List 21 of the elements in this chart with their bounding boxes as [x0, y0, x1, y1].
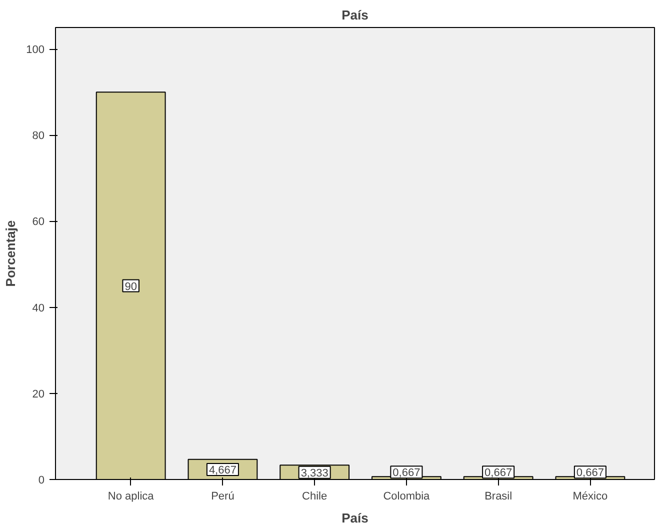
data-label: 4,667 — [208, 464, 236, 476]
data-label: 0,667 — [484, 467, 512, 480]
data-label: 0,667 — [576, 467, 604, 480]
y-tick-label: 0 — [38, 474, 45, 486]
y-tick-label: 80 — [32, 130, 45, 142]
y-tick-label: 40 — [32, 302, 45, 314]
y-tick-label: 100 — [26, 44, 45, 56]
chart-title: País — [342, 8, 368, 22]
x-tick-label: No aplica — [108, 490, 155, 502]
x-tick-label: México — [572, 490, 608, 502]
x-axis-title: País — [342, 510, 368, 526]
y-axis-title: Porcentaje — [3, 220, 18, 287]
x-tick-label: Brasil — [484, 490, 512, 502]
x-tick-label: Colombia — [383, 490, 431, 502]
y-tick-label: 20 — [32, 388, 45, 400]
data-label: 0,667 — [392, 467, 420, 480]
y-tick-label: 60 — [32, 216, 45, 228]
x-tick-label: Chile — [302, 490, 328, 502]
x-tick-label: Perú — [211, 490, 234, 502]
data-label: 90 — [124, 280, 137, 293]
data-label: 3,333 — [300, 467, 328, 480]
